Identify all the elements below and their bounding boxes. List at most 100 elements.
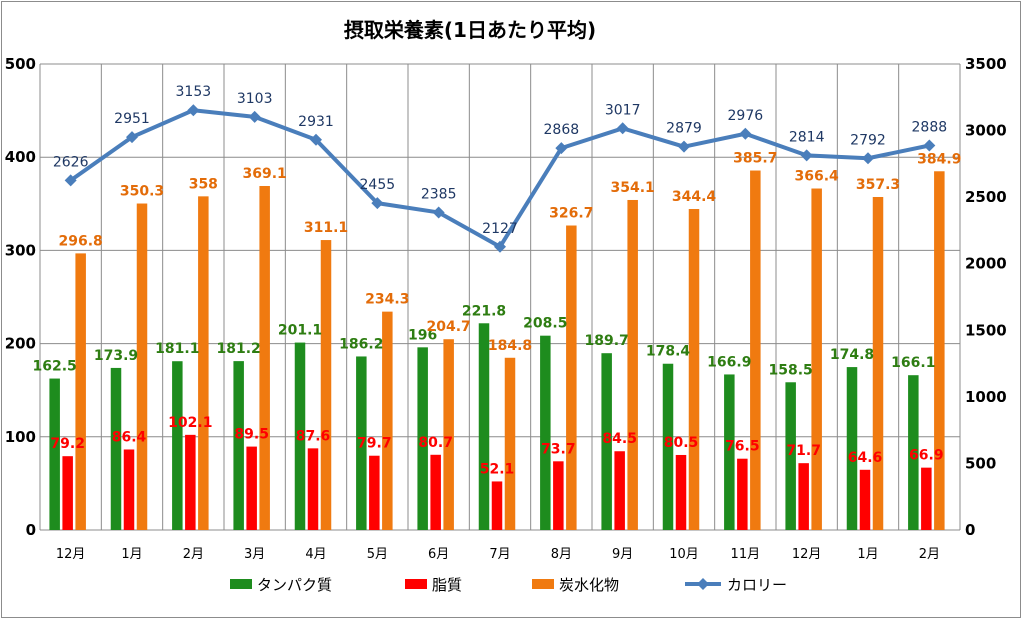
data-label-carb: 204.7 — [427, 319, 471, 335]
right-axis-tick-label: 3000 — [965, 122, 1007, 140]
data-label-fat: 79.2 — [50, 436, 85, 452]
x-axis-category-label: 7月 — [489, 547, 510, 562]
left-axis-tick-label: 400 — [5, 148, 36, 166]
data-label-protein: 178.4 — [646, 344, 691, 360]
right-axis-tick-label: 3500 — [965, 55, 1007, 73]
calorie-marker — [800, 149, 813, 162]
data-label-protein: 173.9 — [94, 348, 138, 364]
x-axis-category-label: 1月 — [857, 547, 878, 562]
data-label-protein: 196 — [408, 327, 437, 343]
data-label-calorie: 2976 — [728, 108, 764, 124]
bar-fat — [369, 455, 380, 530]
bar-carb — [320, 240, 332, 530]
bar-protein — [49, 378, 60, 530]
data-label-fat: 84.5 — [602, 431, 637, 447]
data-label-fat: 71.7 — [786, 443, 821, 459]
bar-protein — [540, 335, 551, 530]
right-axis-tick-label: 1000 — [965, 388, 1007, 406]
right-axis-tick-label: 2000 — [965, 255, 1007, 273]
bar-protein — [785, 382, 796, 530]
bar-carb — [136, 203, 148, 531]
bar-protein — [724, 374, 735, 530]
data-label-fat: 102.1 — [168, 415, 212, 431]
data-label-protein: 186.2 — [339, 336, 383, 352]
x-axis-category-label: 11月 — [731, 547, 761, 562]
bar-fat — [737, 458, 748, 530]
data-label-carb: 358 — [189, 176, 218, 192]
x-axis-category-label: 9月 — [612, 547, 633, 562]
data-label-carb: 384.9 — [917, 151, 961, 167]
x-axis-category-label: 1月 — [121, 547, 142, 562]
data-label-protein: 166.1 — [891, 355, 935, 371]
right-axis-tick-label: 0 — [965, 521, 975, 539]
legend-label: カロリー — [727, 576, 787, 594]
left-axis-tick-label: 500 — [5, 55, 36, 73]
data-label-protein: 166.9 — [707, 354, 751, 370]
calorie-marker — [371, 197, 384, 210]
bar-protein — [233, 361, 244, 530]
calorie-marker — [187, 104, 200, 117]
calorie-marker — [555, 142, 568, 155]
data-label-carb: 311.1 — [304, 220, 348, 236]
data-label-calorie: 2888 — [912, 119, 948, 135]
calorie-marker — [923, 139, 936, 152]
data-label-carb: 326.7 — [549, 206, 593, 222]
data-label-fat: 52.1 — [480, 461, 515, 477]
bar-protein — [417, 347, 428, 530]
bar-carb — [198, 196, 209, 530]
bar-carb — [872, 196, 884, 530]
legend-swatch — [405, 579, 427, 589]
data-label-calorie: 3103 — [237, 91, 273, 107]
bar-carb — [566, 225, 577, 530]
legend-label: 脂質 — [432, 576, 462, 594]
legend-swatch — [230, 579, 252, 589]
left-axis-tick-label: 300 — [5, 241, 36, 259]
calorie-marker — [310, 133, 322, 146]
bar-fat — [430, 454, 441, 530]
data-label-calorie: 3017 — [605, 102, 641, 118]
bar-fat — [553, 461, 564, 530]
chart-title: 摂取栄養素(1日あたり平均) — [344, 18, 596, 42]
data-label-calorie: 2868 — [544, 122, 580, 138]
bar-fat — [246, 446, 257, 530]
data-label-carb: 184.8 — [488, 338, 532, 354]
calorie-marker — [739, 127, 752, 140]
bar-protein — [601, 353, 612, 530]
x-axis-category-label: 2月 — [183, 547, 204, 562]
data-label-carb: 354.1 — [611, 180, 655, 196]
data-label-carb: 385.7 — [733, 151, 777, 167]
data-label-calorie: 2879 — [666, 121, 702, 137]
bar-carb — [504, 357, 516, 530]
data-label-calorie: 2626 — [53, 154, 89, 170]
data-label-fat: 76.5 — [725, 439, 760, 455]
calorie-marker — [862, 152, 874, 165]
calorie-marker — [678, 140, 690, 153]
bar-protein — [478, 323, 490, 530]
bar-carb — [934, 171, 945, 530]
data-label-fat: 73.7 — [541, 441, 576, 457]
bar-carb — [443, 339, 454, 530]
data-label-calorie: 2951 — [114, 111, 150, 127]
data-label-fat: 79.7 — [357, 436, 392, 452]
data-label-protein: 201.1 — [278, 323, 322, 339]
right-axis-tick-label: 500 — [965, 454, 996, 472]
bar-carb — [688, 209, 700, 530]
data-label-calorie: 2792 — [850, 132, 886, 148]
legend-line-marker — [697, 578, 709, 590]
axes-layer: 0 100 200 300 400 500 0 500 1000 1500 2000 2500 3000… — [5, 55, 1007, 562]
bar-carb — [750, 170, 761, 531]
left-axis-tick-label: 0 — [26, 521, 36, 539]
left-axis-tick-label: 200 — [5, 335, 36, 353]
x-axis-category-label: 10月 — [669, 547, 699, 562]
calorie-marker — [64, 174, 77, 187]
data-label-protein: 189.7 — [585, 333, 629, 349]
bar-fat — [185, 434, 196, 530]
data-label-carb: 357.3 — [856, 177, 900, 193]
x-axis-category-label: 2月 — [919, 547, 940, 562]
bar-carb — [811, 188, 822, 530]
data-label-calorie: 3153 — [176, 84, 212, 100]
data-label-fat: 80.7 — [418, 435, 453, 451]
data-label-protein: 174.8 — [830, 347, 874, 363]
bar-protein — [846, 367, 858, 530]
